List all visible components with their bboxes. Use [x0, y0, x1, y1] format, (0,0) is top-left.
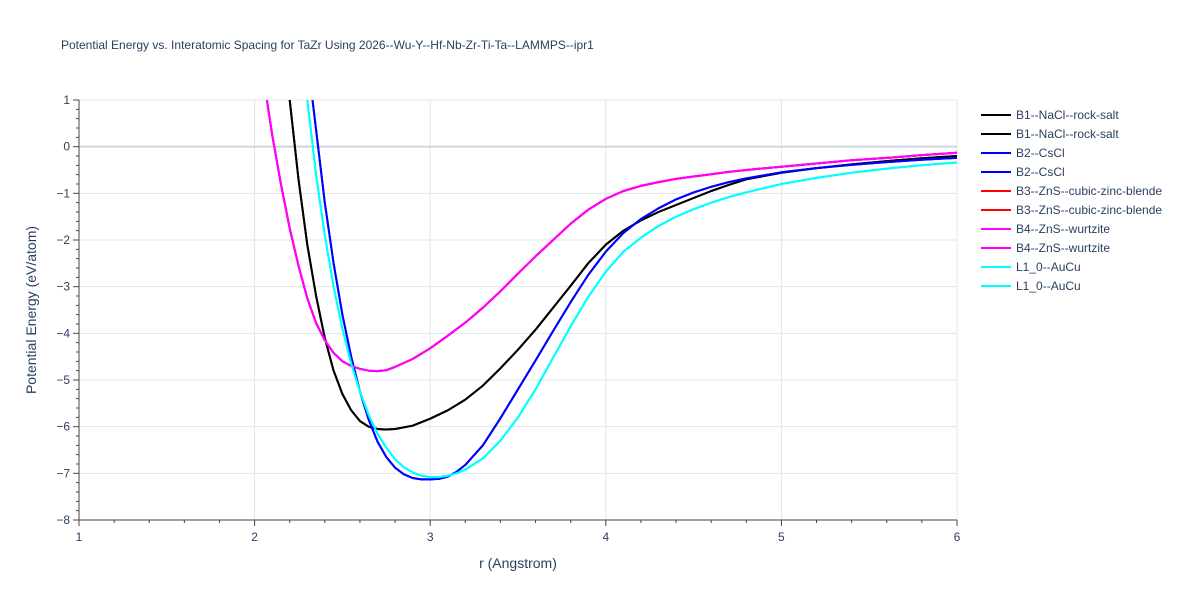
legend-label: B1--NaCl--rock-salt [1016, 108, 1119, 122]
y-tick-label: −7 [56, 466, 70, 480]
y-tick-label: 1 [63, 93, 70, 107]
legend-item[interactable]: L1_0--AuCu [981, 279, 1081, 293]
y-tick-label: −6 [56, 420, 70, 434]
minor-ticks [73, 99, 958, 526]
series-line-7[interactable] [265, 100, 957, 373]
y-tick-label: 0 [63, 140, 70, 154]
x-tick-label: 3 [427, 530, 434, 544]
x-tick-labels: 1 2 3 4 5 6 [76, 530, 961, 544]
legend-item[interactable]: B3--ZnS--cubic-zinc-blende [981, 203, 1162, 217]
legend-label: B3--ZnS--cubic-zinc-blende [1016, 203, 1162, 217]
grid-lines [78, 99, 958, 521]
series-layer[interactable] [265, 100, 958, 481]
legend-item[interactable]: B4--ZnS--wurtzite [981, 241, 1110, 255]
x-tick-label: 5 [778, 530, 785, 544]
chart-title: Potential Energy vs. Interatomic Spacing… [61, 38, 594, 52]
legend-item[interactable]: B4--ZnS--wurtzite [981, 222, 1110, 236]
y-axis-title: Potential Energy (eV/atom) [23, 226, 39, 394]
y-tick-label: −2 [56, 233, 70, 247]
series-line-6[interactable] [265, 100, 957, 373]
y-tick-label: −3 [56, 280, 70, 294]
x-axis-title: r (Angstrom) [479, 555, 557, 571]
x-tick-label: 6 [954, 530, 961, 544]
legend-label: B2--CsCl [1016, 165, 1065, 179]
legend-item[interactable]: B3--ZnS--cubic-zinc-blende [981, 184, 1162, 198]
legend-label: L1_0--AuCu [1016, 260, 1081, 274]
y-tick-label: −5 [56, 373, 70, 387]
series-line-2[interactable] [311, 100, 958, 481]
legend-item[interactable]: B1--NaCl--rock-salt [981, 108, 1119, 122]
series-line-9[interactable] [306, 100, 957, 479]
y-tick-label: −4 [56, 326, 70, 340]
series-line-3[interactable] [311, 100, 958, 481]
legend-item[interactable]: L1_0--AuCu [981, 260, 1081, 274]
x-tick-label: 2 [251, 530, 258, 544]
axes [78, 100, 957, 521]
series-line-8[interactable] [306, 100, 957, 479]
y-tick-label: −8 [56, 513, 70, 527]
legend[interactable]: B1--NaCl--rock-salt B1--NaCl--rock-salt B2… [981, 108, 1162, 293]
legend-label: B3--ZnS--cubic-zinc-blende [1016, 184, 1162, 198]
legend-label: B1--NaCl--rock-salt [1016, 127, 1119, 141]
legend-item[interactable]: B1--NaCl--rock-salt [981, 127, 1119, 141]
legend-item[interactable]: B2--CsCl [981, 165, 1065, 179]
legend-item[interactable]: B2--CsCl [981, 146, 1065, 160]
y-tick-label: −1 [56, 186, 70, 200]
legend-label: B2--CsCl [1016, 146, 1065, 160]
x-tick-label: 1 [76, 530, 83, 544]
y-tick-labels: 1 0 −1 −2 −3 −4 −5 −6 −7 −8 [56, 93, 70, 527]
series-line-5[interactable] [265, 100, 957, 373]
legend-label: B4--ZnS--wurtzite [1016, 222, 1110, 236]
legend-label: B4--ZnS--wurtzite [1016, 241, 1110, 255]
series-line-1[interactable] [288, 100, 957, 431]
legend-label: L1_0--AuCu [1016, 279, 1081, 293]
series-line-4[interactable] [265, 100, 957, 373]
x-tick-label: 4 [602, 530, 609, 544]
